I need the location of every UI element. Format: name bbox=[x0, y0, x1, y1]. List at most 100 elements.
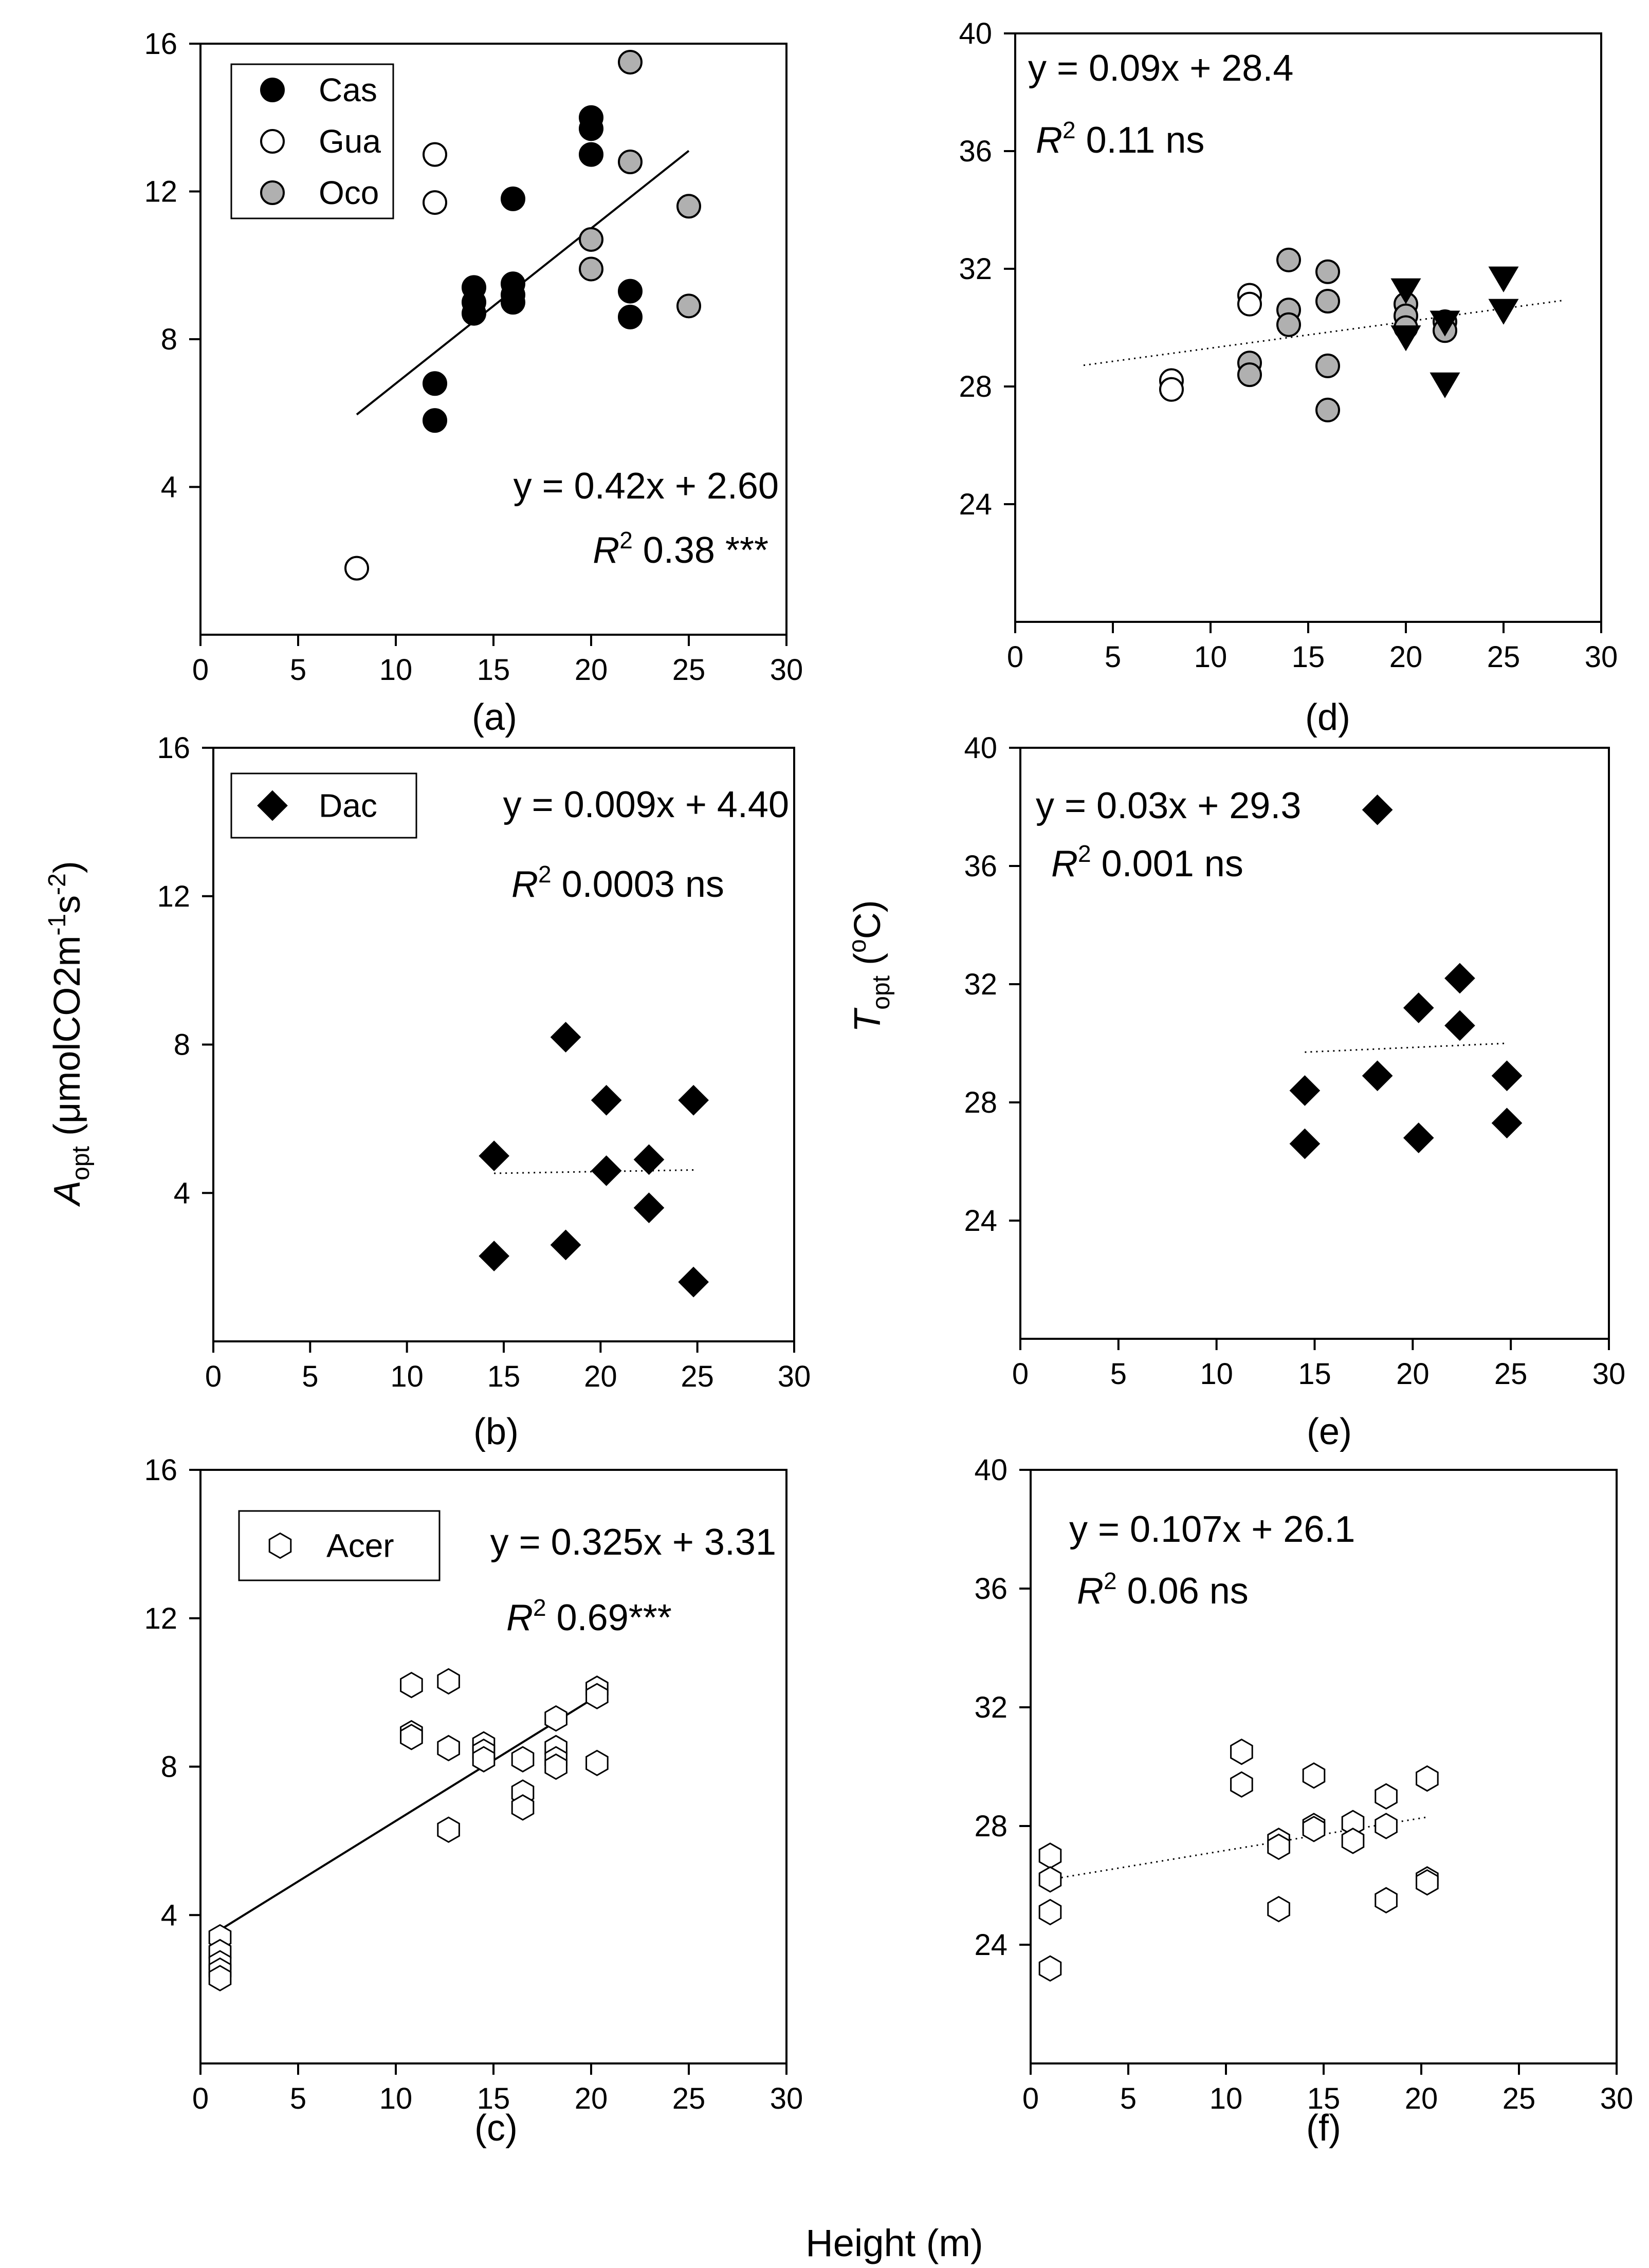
data-point-dac bbox=[1362, 1060, 1393, 1092]
data-point-acer bbox=[208, 1965, 232, 1992]
regression-line bbox=[1050, 1816, 1427, 1880]
x-tick-label: 25 bbox=[681, 1360, 714, 1393]
data-point-oco bbox=[1276, 247, 1301, 272]
y-tick-label: 16 bbox=[144, 27, 177, 61]
y-tick-label: 28 bbox=[959, 370, 992, 403]
data-point-acer bbox=[585, 1749, 609, 1777]
data-point-acer bbox=[1375, 1887, 1398, 1914]
data-point-oco bbox=[1315, 397, 1340, 422]
regression-line bbox=[1305, 1042, 1507, 1053]
x-tick-label: 5 bbox=[1110, 1357, 1127, 1391]
data-point-acer bbox=[1038, 1898, 1062, 1926]
r2-label: R2 0.69*** bbox=[506, 1594, 672, 1638]
y-tick-label: 28 bbox=[974, 1810, 1007, 1843]
data-point-acer bbox=[1375, 1783, 1398, 1810]
regression-line bbox=[219, 1695, 598, 1931]
x-tick-label: 5 bbox=[1105, 640, 1121, 674]
data-point-acer bbox=[1416, 1765, 1439, 1792]
legend-label: Dac bbox=[319, 787, 377, 824]
data-point-dac bbox=[550, 1229, 581, 1261]
data-point-dac bbox=[1362, 794, 1393, 825]
equation-label: y = 0.03x + 29.3 bbox=[1036, 785, 1301, 826]
legend-marker-gua bbox=[260, 129, 285, 154]
data-point-acer bbox=[400, 1671, 423, 1699]
y-tick-label: 40 bbox=[964, 731, 997, 765]
x-tick-label: 15 bbox=[487, 1360, 521, 1393]
data-point-cas bbox=[501, 290, 525, 315]
y-tick-label: 8 bbox=[161, 323, 177, 356]
r2-label: R2 0.11 ns bbox=[1036, 117, 1204, 161]
data-point-acer bbox=[1375, 1813, 1398, 1839]
data-point-cas bbox=[1390, 278, 1421, 304]
x-tick-label: 10 bbox=[1210, 2082, 1243, 2115]
y-tick-label: 12 bbox=[144, 1602, 177, 1635]
data-point-cas bbox=[1390, 325, 1421, 352]
x-tick-label: 25 bbox=[1494, 1357, 1528, 1391]
data-point-cas bbox=[1430, 310, 1460, 337]
data-point-dac bbox=[1444, 1010, 1475, 1041]
panel-c: 0 5 10 15 20 25 30 4 8 12 16 Acer y = 0.325x + 3.31… bbox=[144, 1453, 803, 2149]
data-point-cas bbox=[579, 116, 603, 141]
data-point-cas bbox=[462, 301, 486, 326]
y-tick-label: 40 bbox=[974, 1453, 1007, 1487]
equation-label: y = 0.325x + 3.31 bbox=[490, 1522, 776, 1563]
x-tick-label: 20 bbox=[575, 653, 608, 687]
x-tick-label: 30 bbox=[778, 1360, 811, 1393]
data-point-acer bbox=[585, 1683, 609, 1710]
regression-line bbox=[1083, 300, 1563, 366]
y-tick-label: 24 bbox=[964, 1204, 997, 1238]
y-tick-label: 36 bbox=[959, 135, 992, 168]
data-point-oco bbox=[579, 227, 603, 252]
panel-caption: (f) bbox=[1306, 2108, 1341, 2149]
data-point-oco bbox=[1315, 288, 1340, 314]
data-point-cas bbox=[423, 408, 447, 433]
x-tick-label: 30 bbox=[770, 653, 803, 687]
data-point-cas bbox=[618, 279, 643, 304]
data-point-gua bbox=[344, 556, 369, 581]
data-point-acer bbox=[511, 1746, 535, 1773]
y-tick-label: 24 bbox=[959, 488, 992, 521]
data-point-dac bbox=[479, 1140, 509, 1171]
y-tick-label: 24 bbox=[974, 1928, 1007, 1962]
data-point-acer bbox=[1341, 1828, 1365, 1854]
y-axis-title-left: Aopt (μmolCO2m-1s-2) bbox=[44, 861, 95, 1207]
data-point-gua bbox=[1159, 377, 1184, 402]
y-tick-label: 32 bbox=[959, 252, 992, 286]
y-tick-label: 4 bbox=[174, 1176, 190, 1210]
r2-label: R2 0.06 ns bbox=[1077, 1568, 1249, 1612]
data-point-gua bbox=[423, 190, 447, 215]
panel-f: 0 5 10 15 20 25 30 24 28 32 36 40 y = 0.107x + 26.1… bbox=[974, 1453, 1633, 2149]
plot-frame bbox=[1019, 747, 1610, 1340]
x-tick-label: 25 bbox=[672, 653, 706, 687]
data-point-dac bbox=[550, 1022, 581, 1053]
y-tick-label: 8 bbox=[161, 1750, 177, 1784]
data-point-dac bbox=[1444, 963, 1475, 994]
x-axis-title: Height (m) bbox=[805, 2222, 983, 2264]
data-point-oco bbox=[579, 256, 603, 282]
data-point-acer bbox=[544, 1753, 567, 1780]
equation-label: y = 0.42x + 2.60 bbox=[514, 466, 779, 507]
data-point-dac bbox=[633, 1144, 665, 1175]
x-tick-label: 15 bbox=[477, 2082, 510, 2115]
data-point-acer bbox=[437, 1735, 460, 1762]
legend-label: Cas bbox=[319, 71, 377, 108]
data-point-oco bbox=[618, 150, 643, 174]
data-point-dac bbox=[1403, 992, 1434, 1023]
y-tick-label: 28 bbox=[964, 1086, 997, 1119]
data-point-oco bbox=[1315, 353, 1340, 378]
y-tick-label: 36 bbox=[964, 850, 997, 883]
data-point-gua bbox=[1237, 291, 1262, 317]
data-point-acer bbox=[400, 1724, 423, 1750]
data-point-cas bbox=[1488, 266, 1519, 292]
data-point-acer bbox=[544, 1705, 567, 1732]
data-point-oco bbox=[1276, 312, 1301, 337]
x-tick-label: 0 bbox=[1007, 640, 1023, 674]
data-point-acer bbox=[1038, 1866, 1062, 1893]
data-point-dac bbox=[591, 1155, 622, 1186]
panel-caption: (b) bbox=[473, 1411, 519, 1452]
y-tick-label: 12 bbox=[144, 175, 177, 209]
legend-marker-cas bbox=[260, 78, 285, 102]
data-point-dac bbox=[591, 1084, 622, 1116]
panel-caption: (d) bbox=[1305, 697, 1350, 738]
